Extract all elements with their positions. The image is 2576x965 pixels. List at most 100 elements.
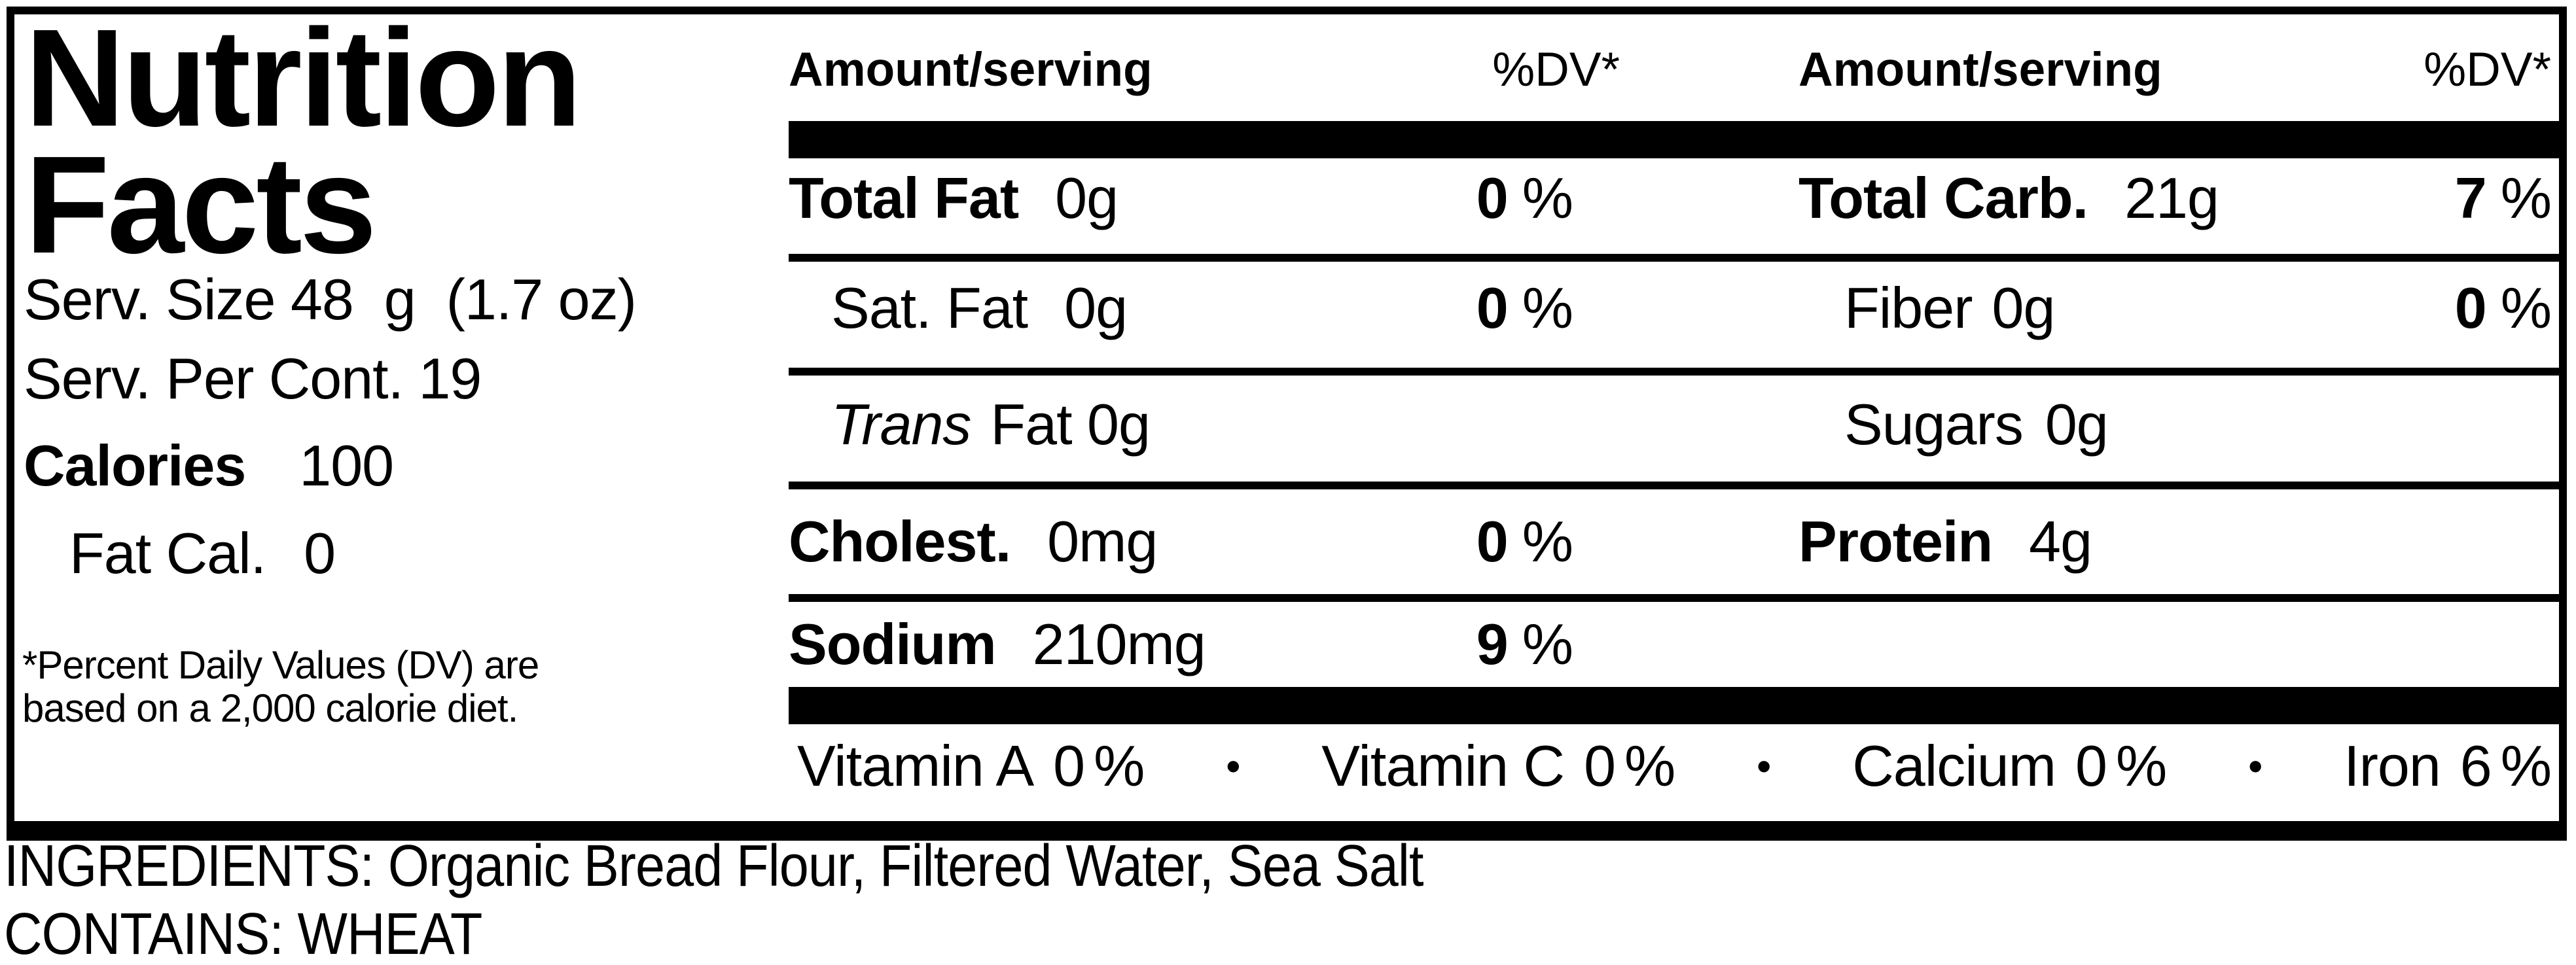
amount-serving-header-right: Amount/serving xyxy=(1798,43,2162,96)
vitamin-percent-sign: % xyxy=(2116,733,2167,798)
row-total-carb: Total Carb. 21g 7% xyxy=(1798,163,2552,234)
iron-item: Iron 6% xyxy=(2344,733,2552,799)
dv-value: 0 xyxy=(1476,509,1509,574)
vitamins-row: Vitamin A 0% • Vitamin C 0% • Calcium 0% • … xyxy=(797,730,2552,802)
vitamin-name: Vitamin C xyxy=(1321,733,1565,798)
nutrient-qty: 0g xyxy=(1055,166,1118,230)
dv-percent-sign: % xyxy=(1522,509,1573,574)
row-protein: Protein 4g xyxy=(1798,506,2551,577)
nutrient-qty: 0g xyxy=(1992,275,2056,340)
vitamin-value: 0 xyxy=(2075,733,2107,798)
row-sodium-amount: Sodium 210mg xyxy=(789,609,1206,680)
ingredients-block: INGREDIENTS: Organic Bread Flour, Filter… xyxy=(4,832,1423,965)
row-total-fat: Total Fat 0g 0% xyxy=(789,163,1620,234)
servings-per-container-line: Serv. Per Cont. 19 xyxy=(24,346,482,411)
header-row-right: Amount/serving %DV* xyxy=(1798,39,2551,101)
nutrient-qty: 0mg xyxy=(1047,509,1158,574)
nutrient-name: Total Carb. xyxy=(1798,166,2088,230)
header-row-left: Amount/serving %DV* xyxy=(789,39,1620,101)
dv-value: 9 xyxy=(1476,612,1509,676)
rule-2 xyxy=(789,368,2559,376)
dv-percent-sign: % xyxy=(2500,166,2552,230)
fat-cal-value: 0 xyxy=(304,521,336,586)
vitamin-percent-sign: % xyxy=(2500,733,2552,798)
row-cholesterol: Cholest. 0mg 0% xyxy=(789,506,1620,577)
nutrient-qty: 4g xyxy=(2029,509,2092,574)
nutrient-name: Total Fat xyxy=(789,166,1019,230)
row-fiber: Fiber 0g 0% xyxy=(1844,273,2552,343)
header-separator-bar xyxy=(789,121,2559,158)
vitamin-percent-sign: % xyxy=(1094,733,1145,798)
vitamin-value: 6 xyxy=(2460,733,2492,798)
row-sodium-dv: 9% xyxy=(1476,609,1620,680)
dv-footnote-line-1: *Percent Daily Values (DV) are xyxy=(22,643,539,687)
bullet-separator: • xyxy=(1757,743,1771,790)
nutrient-name: Protein xyxy=(1798,509,1993,574)
bullet-separator: • xyxy=(2248,743,2263,790)
nutrient-name: Sodium xyxy=(789,612,997,676)
vitamin-value: 0 xyxy=(1053,733,1085,798)
row-trans-fat-dv xyxy=(1558,389,1620,460)
calories-label: Calories xyxy=(24,433,246,498)
rule-3 xyxy=(789,482,2559,489)
bullet-separator: • xyxy=(1226,743,1240,790)
row-total-fat-dv: 0% xyxy=(1476,163,1620,234)
amount-serving-header-left: Amount/serving xyxy=(789,43,1153,96)
ingredients-line: INGREDIENTS: Organic Bread Flour, Filter… xyxy=(4,833,1423,899)
rule-4 xyxy=(789,594,2559,602)
row-total-carb-dv: 7% xyxy=(2454,163,2552,234)
vitamins-separator-bar xyxy=(789,687,2559,724)
nutrient-name: Sat. Fat xyxy=(831,275,1028,340)
vitamin-value: 0 xyxy=(1584,733,1616,798)
row-sodium: Sodium 210mg 9% xyxy=(789,609,1620,680)
page-title: Nutrition Facts xyxy=(25,0,582,282)
dv-value: 0 xyxy=(2454,275,2487,340)
dv-header-right: %DV* xyxy=(2424,43,2551,96)
nutrient-qty: 210mg xyxy=(1032,612,1206,676)
title-line-1: Nutrition xyxy=(25,0,582,155)
dv-value: 0 xyxy=(1476,275,1509,340)
nutrient-qty: 21g xyxy=(2124,166,2219,230)
row-sugars-dv xyxy=(2537,389,2551,460)
row-cholesterol-amount: Cholest. 0mg xyxy=(789,506,1158,577)
nutrient-qty: Fat 0g xyxy=(990,392,1150,457)
calories-line: Calories 100 xyxy=(24,433,394,499)
title-line-2: Facts xyxy=(25,127,377,282)
nutrient-name: Fiber xyxy=(1844,275,1973,340)
fat-cal-label: Fat Cal. xyxy=(69,521,266,586)
row-sugars-amount: Sugars 0g xyxy=(1844,389,2109,460)
row-total-fat-amount: Total Fat 0g xyxy=(789,163,1118,234)
dv-percent-sign: % xyxy=(2500,275,2552,340)
row-trans-fat-amount: Trans Fat 0g xyxy=(831,389,1151,460)
contains-line: CONTAINS: WHEAT xyxy=(4,902,482,965)
row-protein-amount: Protein 4g xyxy=(1798,506,2092,577)
vitamin-name: Calcium xyxy=(1852,733,2056,798)
nutrition-facts-box: Nutrition Facts Serv. Size 48 g (1.7 oz)… xyxy=(7,7,2567,841)
calories-value: 100 xyxy=(299,433,394,498)
row-cholesterol-dv: 0% xyxy=(1476,506,1620,577)
dv-header-left: %DV* xyxy=(1492,43,1620,96)
fat-calories-line: Fat Cal. 0 xyxy=(69,521,336,586)
vitamin-a-item: Vitamin A 0% xyxy=(797,733,1145,799)
nutrient-name: Trans xyxy=(831,392,971,457)
vitamin-percent-sign: % xyxy=(1624,733,1675,798)
calcium-item: Calcium 0% xyxy=(1852,733,2167,799)
dv-percent-sign: % xyxy=(1522,166,1573,230)
nutrient-name: Cholest. xyxy=(789,509,1011,574)
dv-value: 7 xyxy=(2454,166,2487,230)
vitamin-c-item: Vitamin C 0% xyxy=(1321,733,1675,799)
row-total-carb-amount: Total Carb. 21g xyxy=(1798,163,2219,234)
vitamin-name: Iron xyxy=(2344,733,2441,798)
dv-percent-sign: % xyxy=(1522,612,1573,676)
nutrient-qty: 0g xyxy=(2045,392,2109,457)
dv-percent-sign: % xyxy=(1522,275,1573,340)
nutrient-qty: 0g xyxy=(1064,275,1128,340)
row-sugars: Sugars 0g xyxy=(1844,389,2551,460)
vitamin-name: Vitamin A xyxy=(797,733,1034,798)
row-fiber-dv: 0% xyxy=(2454,273,2552,343)
row-fiber-amount: Fiber 0g xyxy=(1844,273,2056,343)
dv-footnote: *Percent Daily Values (DV) are based on … xyxy=(22,644,539,730)
row-trans-fat: Trans Fat 0g xyxy=(831,389,1620,460)
row-sat-fat-dv: 0% xyxy=(1476,273,1620,343)
